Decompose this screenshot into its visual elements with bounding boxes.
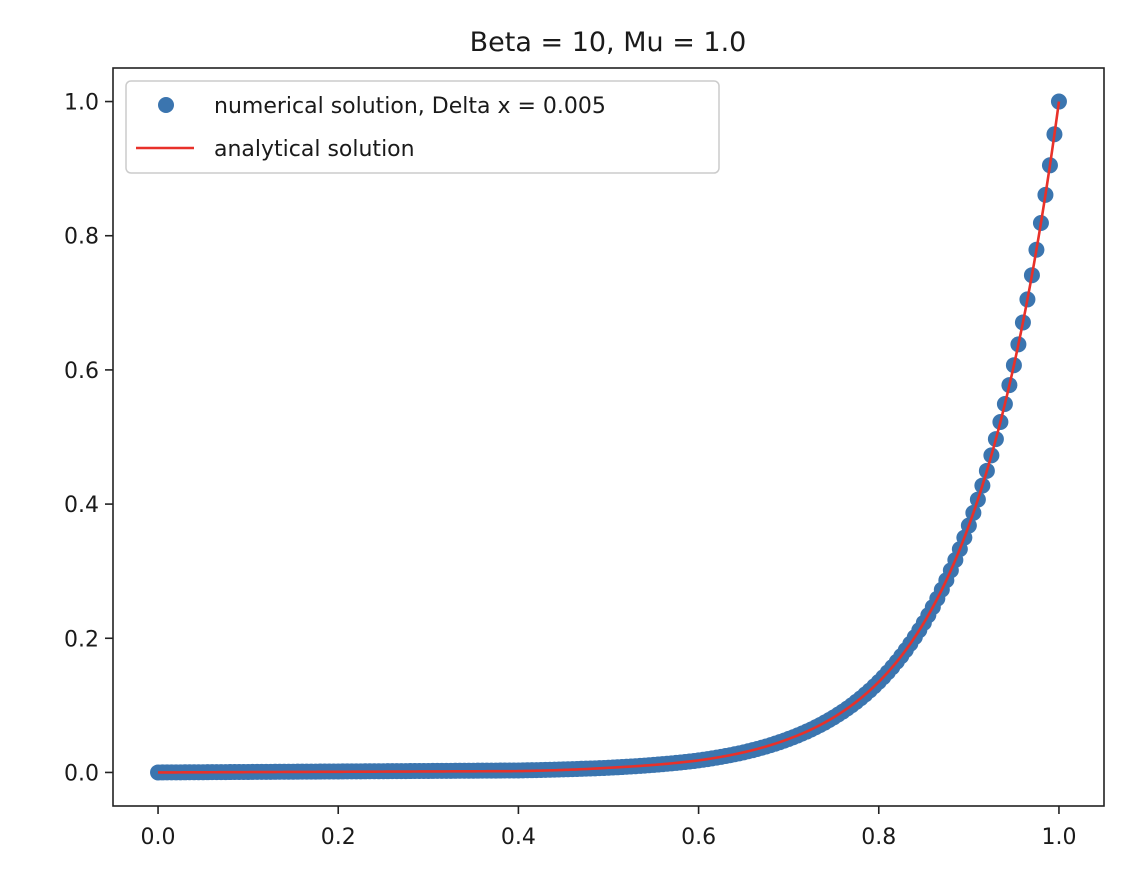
y-axis: 0.0 0.2 0.4 0.6 0.8 1.0: [64, 91, 113, 786]
chart-title: Beta = 10, Mu = 1.0: [470, 27, 747, 58]
x-tick-label: 1.0: [1041, 825, 1076, 850]
plot-data-layer: [150, 93, 1067, 781]
y-tick-label: 0.6: [64, 359, 99, 384]
y-tick-label: 1.0: [64, 91, 99, 116]
legend: numerical solution, Delta x = 0.005 anal…: [125, 80, 720, 174]
analytical-line: [158, 101, 1061, 774]
y-tick-label: 0.4: [64, 493, 99, 518]
plot-area-frame: [112, 67, 1105, 807]
legend-box: [125, 80, 720, 174]
legend-marker-numerical: [158, 97, 174, 113]
x-tick-label: 0.4: [501, 825, 536, 850]
x-tick-label: 0.0: [141, 825, 176, 850]
y-tick-label: 0.2: [64, 627, 99, 652]
legend-label-analytical: analytical solution: [214, 137, 415, 162]
legend-label-numerical: numerical solution, Delta x = 0.005: [214, 94, 606, 119]
y-tick-label: 0.0: [64, 761, 99, 786]
x-tick-label: 0.8: [861, 825, 896, 850]
x-tick-label: 0.2: [321, 825, 356, 850]
x-axis: 0.0 0.2 0.4 0.6 0.8 1.0: [141, 806, 1076, 850]
x-tick-label: 0.6: [681, 825, 716, 850]
y-tick-label: 0.8: [64, 225, 99, 250]
